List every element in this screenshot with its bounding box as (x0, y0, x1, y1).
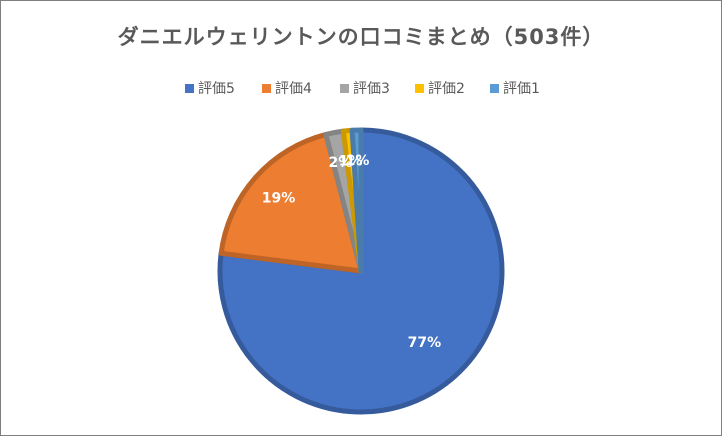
data-label: 77% (408, 335, 442, 351)
legend-label: 評価4 (275, 81, 312, 97)
legend-swatch (262, 84, 271, 93)
pie-slice (217, 127, 505, 415)
pie-slice (218, 131, 364, 274)
legend-label: 評価5 (198, 81, 235, 97)
pie-slice (349, 127, 364, 274)
legend-label: 評価1 (503, 81, 540, 97)
data-label: 1% (346, 153, 370, 169)
data-label: 19% (262, 190, 296, 206)
legend-swatch (185, 84, 194, 93)
legend-swatch (415, 84, 424, 93)
legend-swatch (490, 84, 499, 93)
legend-label: 評価2 (428, 81, 465, 97)
data-label: 1% (339, 154, 363, 170)
data-label: 2% (329, 155, 353, 171)
chart-title: ダニエルウェリントンの口コミまとめ（503件） (118, 25, 605, 49)
legend-swatch (340, 84, 349, 93)
legend-label: 評価3 (353, 81, 390, 97)
